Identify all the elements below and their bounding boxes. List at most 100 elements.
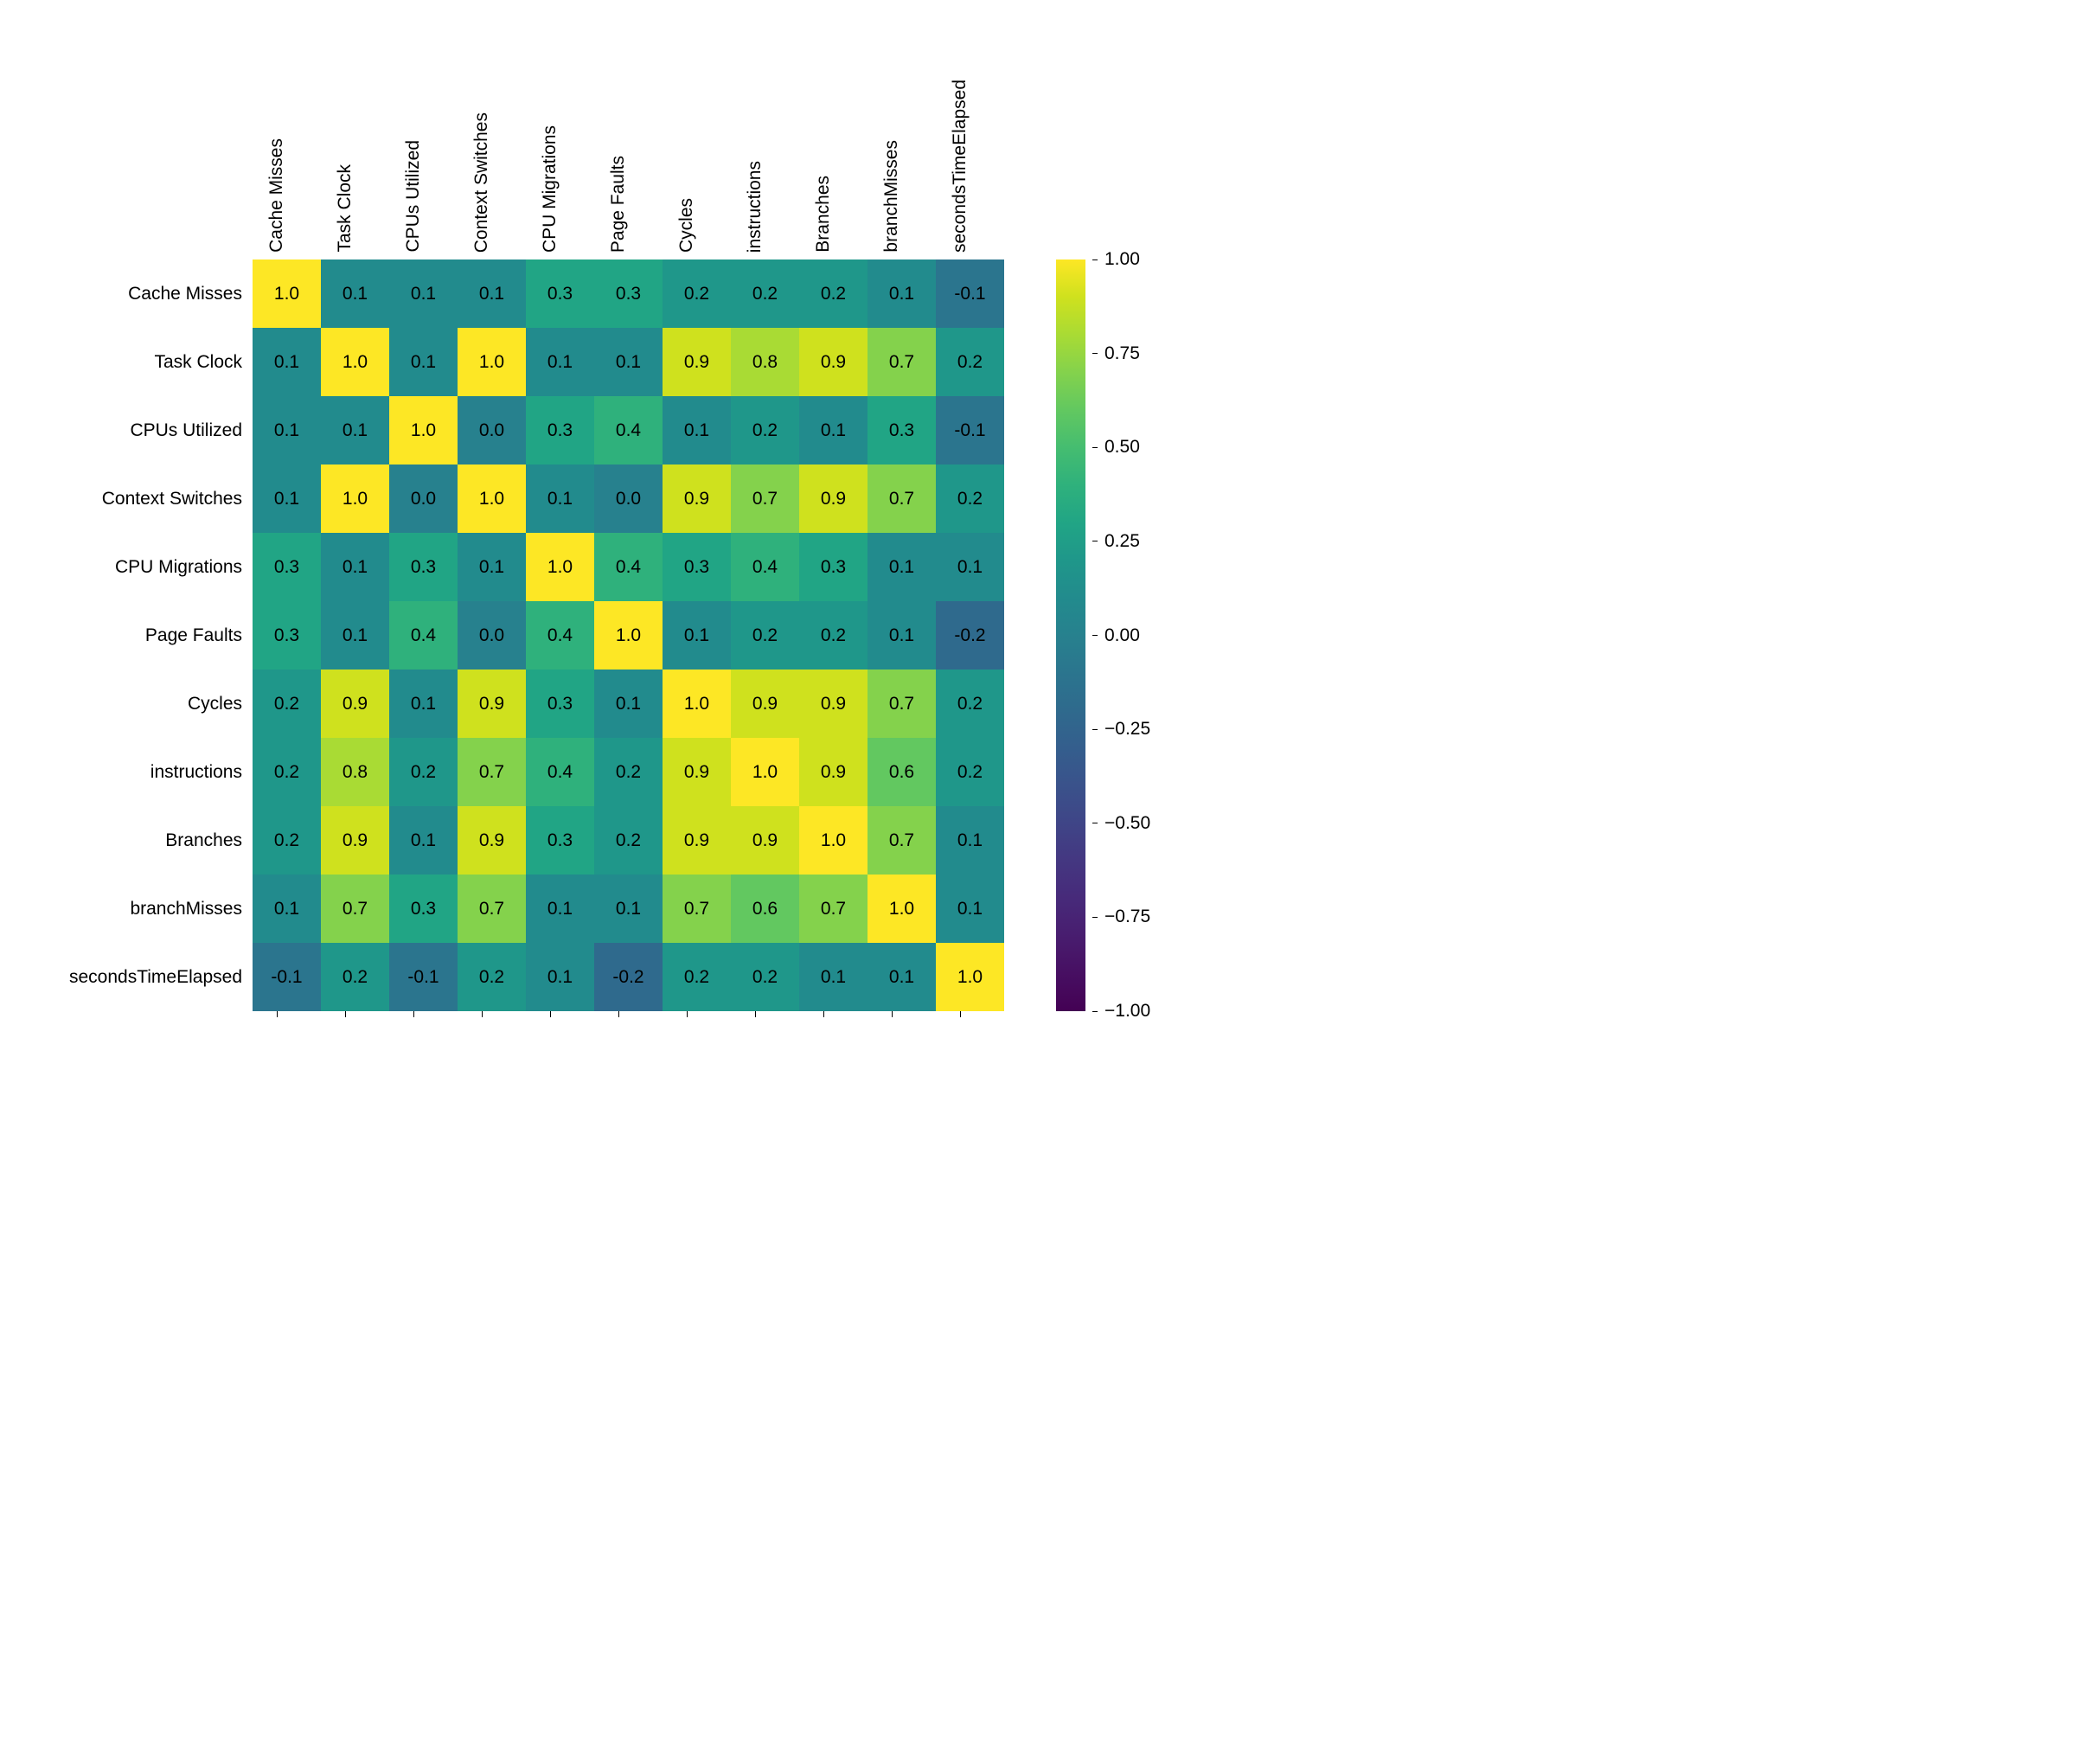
heatmap-cell: 0.3 bbox=[799, 533, 868, 601]
heatmap-cell: 0.7 bbox=[868, 328, 936, 396]
heatmap-cell: 1.0 bbox=[321, 465, 389, 533]
heatmap-row: Cycles0.20.90.10.90.30.11.00.90.90.70.2 bbox=[35, 670, 1004, 738]
row-label: Page Faults bbox=[35, 601, 253, 670]
heatmap-cell: 0.2 bbox=[731, 943, 799, 1011]
heatmap-cell: 1.0 bbox=[458, 328, 526, 396]
heatmap-cell: 0.9 bbox=[663, 738, 731, 806]
heatmap-cell: -0.1 bbox=[936, 396, 1004, 465]
heatmap-cell: 0.2 bbox=[731, 396, 799, 465]
column-label: Page Faults bbox=[584, 35, 652, 259]
heatmap-cell: 0.4 bbox=[389, 601, 458, 670]
heatmap-cell: 0.1 bbox=[253, 875, 321, 943]
heatmap-cell: 0.7 bbox=[868, 806, 936, 875]
heatmap-cell: 0.9 bbox=[663, 465, 731, 533]
colorbar-tick: 0.50 bbox=[1092, 437, 1140, 458]
heatmap-cell: -0.2 bbox=[594, 943, 663, 1011]
colorbar-tick: 0.00 bbox=[1092, 625, 1140, 646]
row-label: Branches bbox=[35, 806, 253, 875]
row-label: branchMisses bbox=[35, 875, 253, 943]
column-label: secondsTimeElapsed bbox=[925, 35, 994, 259]
heatmap-cell: 0.2 bbox=[594, 806, 663, 875]
heatmap-row: CPU Migrations0.30.10.30.11.00.40.30.40.… bbox=[35, 533, 1004, 601]
row-label: CPUs Utilized bbox=[35, 396, 253, 465]
heatmap-cell: 0.1 bbox=[321, 396, 389, 465]
heatmap-cell: 0.1 bbox=[526, 875, 594, 943]
heatmap-cell: 0.1 bbox=[594, 670, 663, 738]
colorbar-tick-label: 0.00 bbox=[1104, 625, 1140, 646]
heatmap-cell: 0.4 bbox=[594, 533, 663, 601]
heatmap-cell: 1.0 bbox=[868, 875, 936, 943]
heatmap-cell: 0.3 bbox=[389, 533, 458, 601]
heatmap-cell: 0.2 bbox=[321, 943, 389, 1011]
heatmap-cell: 1.0 bbox=[458, 465, 526, 533]
row-label: Cycles bbox=[35, 670, 253, 738]
heatmap-cell: 0.2 bbox=[936, 738, 1004, 806]
heatmap-cell: 0.9 bbox=[799, 328, 868, 396]
heatmap-cell: 0.2 bbox=[663, 943, 731, 1011]
heatmap-cell: 0.1 bbox=[458, 259, 526, 328]
heatmap-cell: 1.0 bbox=[594, 601, 663, 670]
heatmap-cell: 0.9 bbox=[458, 670, 526, 738]
heatmap-cell: 0.7 bbox=[458, 738, 526, 806]
row-label: Context Switches bbox=[35, 465, 253, 533]
column-labels: Cache MissesTask ClockCPUs UtilizedConte… bbox=[242, 35, 994, 259]
heatmap-cell: 0.1 bbox=[389, 806, 458, 875]
heatmap-cell: 0.3 bbox=[389, 875, 458, 943]
heatmap-cell: 0.9 bbox=[731, 806, 799, 875]
heatmap-cell: 0.9 bbox=[321, 670, 389, 738]
heatmap-row: instructions0.20.80.20.70.40.20.91.00.90… bbox=[35, 738, 1004, 806]
heatmap-cell: 0.1 bbox=[253, 396, 321, 465]
colorbar-tick-label: 0.75 bbox=[1104, 343, 1140, 364]
heatmap-cell: 0.0 bbox=[458, 396, 526, 465]
correlation-heatmap: Cache MissesTask ClockCPUs UtilizedConte… bbox=[35, 35, 1085, 1018]
heatmap-cell: 0.1 bbox=[799, 396, 868, 465]
heatmap-cell: 0.0 bbox=[389, 465, 458, 533]
heatmap-cell: 0.2 bbox=[936, 670, 1004, 738]
heatmap-cell: 0.7 bbox=[458, 875, 526, 943]
x-tick bbox=[720, 1011, 789, 1018]
row-label: secondsTimeElapsed bbox=[35, 943, 253, 1011]
column-label: Task Clock bbox=[311, 35, 379, 259]
heatmap-cell: 0.3 bbox=[253, 533, 321, 601]
heatmap-cell: 0.7 bbox=[663, 875, 731, 943]
heatmap-cell: 0.7 bbox=[868, 670, 936, 738]
heatmap-cell: 0.3 bbox=[526, 259, 594, 328]
heatmap-row: secondsTimeElapsed-0.10.2-0.10.20.1-0.20… bbox=[35, 943, 1004, 1011]
heatmap-cell: 0.2 bbox=[799, 259, 868, 328]
heatmap-cell: 1.0 bbox=[389, 396, 458, 465]
column-label: CPUs Utilized bbox=[379, 35, 447, 259]
heatmap-cell: 0.1 bbox=[458, 533, 526, 601]
colorbar-tick: −0.25 bbox=[1092, 719, 1150, 740]
heatmap-cell: 0.6 bbox=[868, 738, 936, 806]
column-label: Cache Misses bbox=[242, 35, 311, 259]
heatmap-cell: 0.8 bbox=[731, 328, 799, 396]
heatmap-cell: 0.7 bbox=[731, 465, 799, 533]
colorbar-tick: −1.00 bbox=[1092, 1001, 1150, 1022]
heatmap-cell: 0.3 bbox=[526, 396, 594, 465]
heatmap-cell: 0.1 bbox=[663, 601, 731, 670]
row-label: Cache Misses bbox=[35, 259, 253, 328]
heatmap-cell: 1.0 bbox=[799, 806, 868, 875]
heatmap-row: Task Clock0.11.00.11.00.10.10.90.80.90.7… bbox=[35, 328, 1004, 396]
heatmap-cell: 0.1 bbox=[321, 259, 389, 328]
heatmap-cell: 0.1 bbox=[936, 533, 1004, 601]
x-tick bbox=[311, 1011, 379, 1018]
heatmap-cell: 0.1 bbox=[389, 670, 458, 738]
heatmap-cell: 0.1 bbox=[868, 259, 936, 328]
heatmap-cell: 0.4 bbox=[731, 533, 799, 601]
heatmap-cell: 0.3 bbox=[526, 806, 594, 875]
heatmap-cell: 0.9 bbox=[458, 806, 526, 875]
heatmap-cell: 0.1 bbox=[389, 328, 458, 396]
heatmap-cell: 0.9 bbox=[663, 806, 731, 875]
x-tick bbox=[857, 1011, 925, 1018]
heatmap-cell: 0.0 bbox=[594, 465, 663, 533]
heatmap-row: CPUs Utilized0.10.11.00.00.30.40.10.20.1… bbox=[35, 396, 1004, 465]
heatmap-cell: 0.1 bbox=[799, 943, 868, 1011]
heatmap-cell: 0.1 bbox=[526, 465, 594, 533]
heatmap-cell: 0.0 bbox=[458, 601, 526, 670]
heatmap-row: Context Switches0.11.00.01.00.10.00.90.7… bbox=[35, 465, 1004, 533]
x-tick bbox=[584, 1011, 652, 1018]
heatmap-cell: -0.1 bbox=[253, 943, 321, 1011]
heatmap-cell: 0.4 bbox=[526, 601, 594, 670]
heatmap-cell: 1.0 bbox=[731, 738, 799, 806]
